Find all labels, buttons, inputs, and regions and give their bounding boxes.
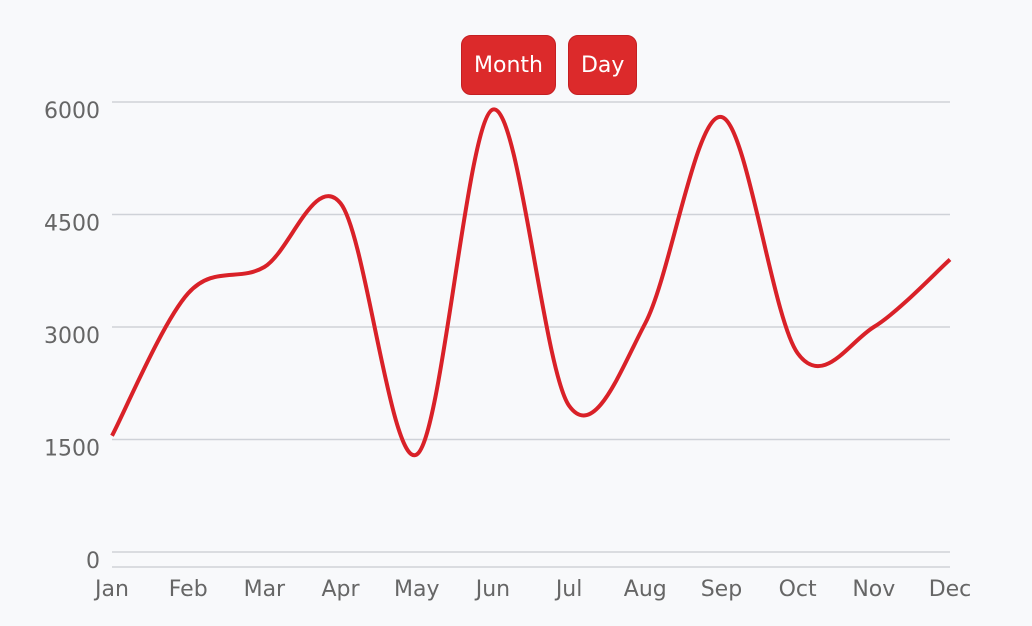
x-tick-label: Feb — [169, 577, 208, 602]
x-tick-label: Mar — [244, 577, 286, 602]
x-tick-label: Jul — [554, 577, 583, 602]
x-tick-label: Aug — [624, 577, 667, 602]
x-tick-label: Jun — [474, 577, 510, 602]
x-tick-label: May — [394, 577, 439, 602]
button-group: Month Day — [461, 35, 638, 95]
y-tick-label: 3000 — [44, 324, 100, 349]
x-tick-label: Nov — [852, 577, 895, 602]
day-button[interactable]: Day — [567, 35, 638, 95]
x-tick-label: Sep — [701, 577, 742, 602]
y-tick-label: 4500 — [44, 212, 100, 237]
month-button[interactable]: Month — [461, 35, 556, 95]
x-tick-label: Dec — [929, 577, 972, 602]
x-tick-label: Apr — [322, 577, 361, 602]
y-tick-label: 6000 — [44, 99, 100, 124]
x-tick-label: Jan — [93, 577, 129, 602]
x-tick-label: Oct — [779, 577, 817, 602]
y-tick-label: 1500 — [44, 437, 100, 462]
data-line — [110, 107, 952, 457]
y-tick-label: 0 — [86, 549, 100, 574]
